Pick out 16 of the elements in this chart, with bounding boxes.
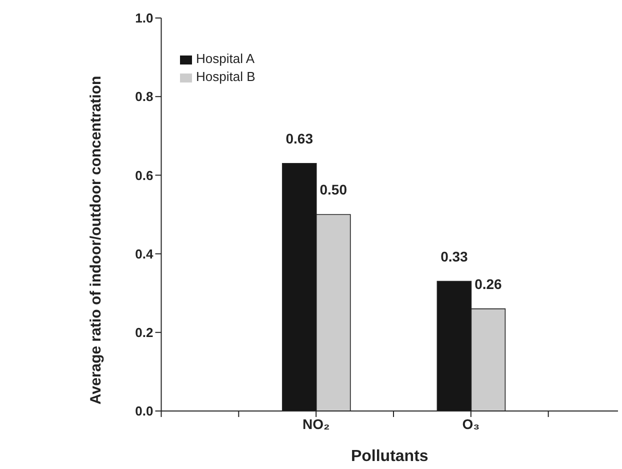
data-label: 0.26 bbox=[474, 276, 502, 292]
y-tick-label: 1.0 bbox=[135, 10, 154, 26]
legend-label: Hospital A bbox=[196, 51, 255, 66]
y-tick-label: 0.4 bbox=[135, 246, 154, 262]
data-label: 0.50 bbox=[320, 182, 348, 198]
data-label: 0.63 bbox=[286, 130, 314, 146]
legend-label: Hospital B bbox=[196, 69, 256, 84]
y-tick-label: 0.8 bbox=[135, 89, 154, 104]
y-tick-label: 0.6 bbox=[135, 168, 154, 183]
x-tick-label: NO₂ bbox=[302, 416, 330, 432]
y-tick-label: 0.0 bbox=[135, 404, 154, 419]
y-axis-title: Average ratio of indoor/outdoor concentration bbox=[88, 76, 105, 404]
data-label: 0.33 bbox=[440, 248, 468, 264]
x-axis-title: Pollutants bbox=[350, 448, 428, 465]
x-tick-label: O₃ bbox=[462, 416, 480, 432]
y-tick-label: 0.2 bbox=[135, 325, 154, 340]
